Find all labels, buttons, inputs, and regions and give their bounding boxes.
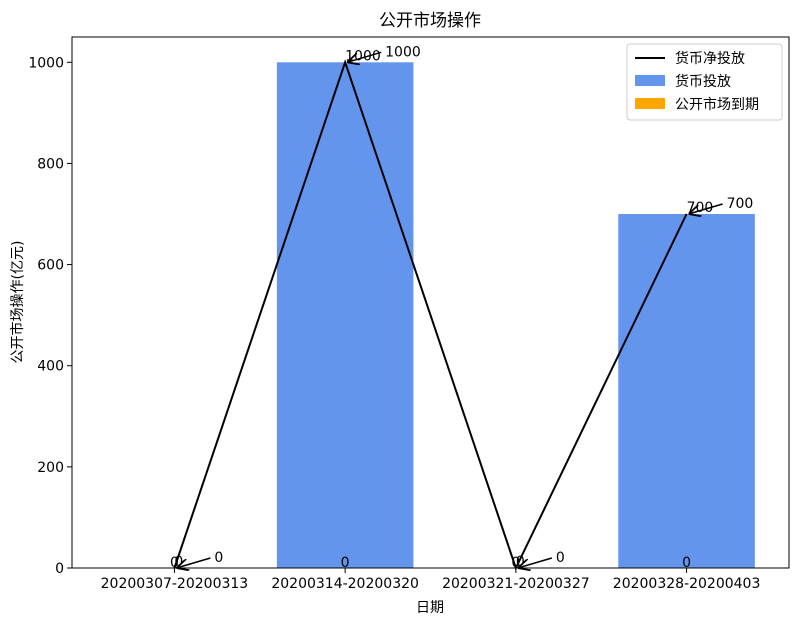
y-axis-label: 公开市场操作(亿元) <box>9 241 26 364</box>
legend-box <box>626 43 783 121</box>
x-tick-label: 20200328-20200403 <box>613 576 761 592</box>
bar <box>618 214 755 568</box>
plot-frame <box>71 36 790 569</box>
legend-label: 货币净投放 <box>675 50 745 67</box>
legend-label: 公开市场到期 <box>675 96 759 113</box>
x-tick-label: 20200314-20200320 <box>271 576 419 592</box>
legend-swatch <box>635 98 665 109</box>
y-tick-label: 800 <box>37 156 64 172</box>
data-label: 0 <box>682 555 691 571</box>
legend-swatch <box>635 75 665 86</box>
annotation-arrow <box>176 557 211 568</box>
annotation-arrow <box>347 51 382 62</box>
y-tick-label: 200 <box>37 460 64 476</box>
data-label: 0 <box>341 555 350 571</box>
bar <box>276 62 414 569</box>
annotation-arrow <box>689 203 723 214</box>
x-tick-label: 20200321-20200327 <box>442 576 590 592</box>
legend-label: 货币投放 <box>675 73 731 90</box>
annotation-arrow <box>518 557 553 568</box>
x-tick-label: 20200307-20200313 <box>101 576 249 592</box>
y-tick-label: 600 <box>37 258 64 274</box>
annotation: 700 <box>727 196 754 212</box>
annotation: 1000 <box>385 44 421 60</box>
annotation: 0 <box>214 550 223 566</box>
data-label: 0 <box>511 555 520 571</box>
line <box>173 59 688 571</box>
y-tick-label: 1000 <box>28 55 64 71</box>
data-label: 0 <box>170 555 179 571</box>
chart-title: 公开市场操作 <box>379 11 481 31</box>
y-tick-label: 0 <box>55 561 64 577</box>
annotation: 0 <box>556 550 565 566</box>
y-tick-label: 400 <box>37 359 64 375</box>
x-axis-label: 日期 <box>416 600 444 616</box>
